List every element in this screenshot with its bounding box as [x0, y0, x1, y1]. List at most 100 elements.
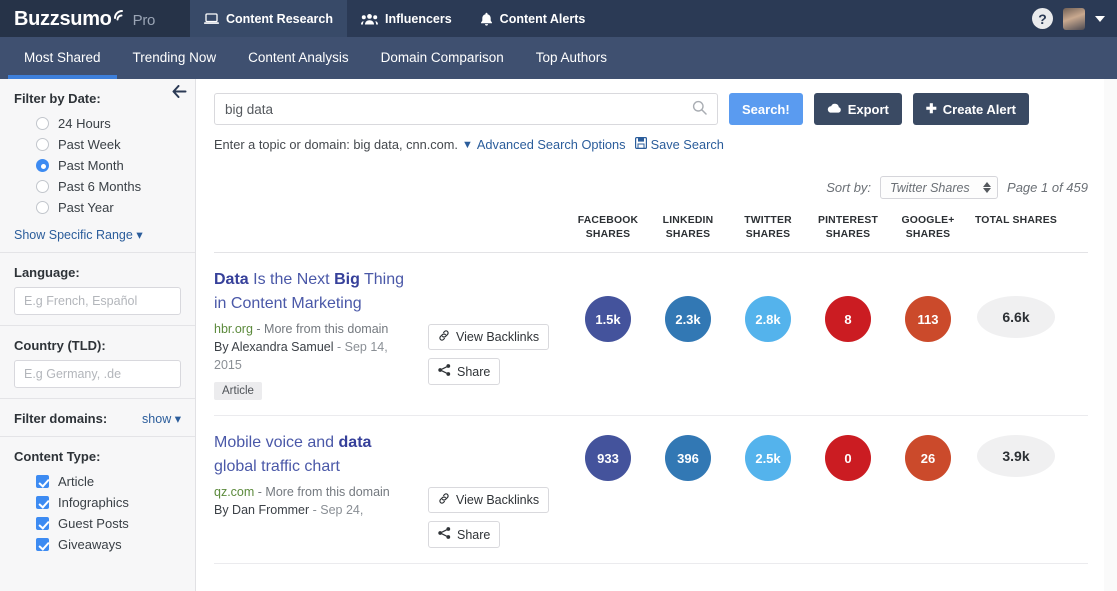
pinterest-shares-bubble[interactable]: 8 [825, 296, 871, 342]
column-header-line1: LINKEDIN [662, 215, 714, 226]
twitter-shares-bubble[interactable]: 2.5k [745, 435, 791, 481]
arrow-left-icon[interactable] [172, 85, 187, 101]
checkbox-giveaways[interactable]: Giveaways [14, 534, 181, 555]
top-bar: Buzzsumo Pro Content Research Influencers… [0, 0, 1117, 37]
radio-past-year[interactable]: Past Year [14, 197, 181, 218]
checkbox-article[interactable]: Article [14, 471, 181, 492]
save-search-link[interactable]: Save Search [650, 137, 724, 152]
chevron-down-icon: ▼ [462, 138, 473, 151]
table-header: FACEBOOK SHARES LINKEDIN SHARES TWITTER … [214, 214, 1088, 253]
scrollbar[interactable] [1104, 79, 1117, 591]
chevron-down-icon[interactable] [1095, 15, 1105, 22]
checkbox-infographics[interactable]: Infographics [14, 492, 181, 513]
column-header-pinterest-shares[interactable]: PINTEREST SHARES [808, 214, 888, 242]
share-button[interactable]: Share [428, 358, 501, 385]
result-title-part: Is the Next [248, 271, 335, 288]
share-button[interactable]: Share [428, 521, 501, 548]
search-button[interactable]: Search! [729, 93, 803, 125]
radio-past-month[interactable]: Past Month [14, 155, 181, 176]
tab-top-authors[interactable]: Top Authors [535, 50, 608, 65]
total-shares-bubble[interactable]: 6.6k [977, 296, 1055, 338]
result-info: Mobile voice and data global traffic cha… [214, 431, 428, 519]
tab-content-analysis[interactable]: Content Analysis [248, 50, 349, 65]
checkbox-icon-checked [36, 517, 49, 530]
result-domain: hbr.org - More from this domain [214, 320, 416, 338]
metric-cell-twitter: 2.8k [728, 296, 808, 342]
share-label: Share [457, 364, 491, 379]
avatar[interactable] [1063, 7, 1085, 30]
radio-past-week[interactable]: Past Week [14, 134, 181, 155]
twitter-shares-bubble[interactable]: 2.8k [745, 296, 791, 342]
googleplus-shares-bubble[interactable]: 113 [905, 296, 951, 342]
metric-cell-googleplus: 113 [888, 296, 968, 342]
result-title[interactable]: Mobile voice and data global traffic cha… [214, 431, 416, 479]
column-header-line1: TOTAL SHARES [974, 215, 1058, 226]
search-field[interactable] [214, 93, 718, 125]
brand-logo[interactable]: Buzzsumo Pro [0, 0, 190, 37]
domains-show-link[interactable]: show ▾ [142, 411, 181, 426]
domains-show-label: show [142, 412, 172, 426]
caret-down-icon: ▾ [136, 228, 143, 242]
domains-title: Filter domains: [14, 411, 108, 426]
tab-domain-comparison[interactable]: Domain Comparison [380, 50, 504, 65]
magnifier-icon[interactable] [692, 100, 707, 118]
nav-label-influencers: Influencers [384, 11, 452, 26]
domains-section: Filter domains: show ▾ [0, 398, 195, 436]
result-byline: By Alexandra Samuel - Sep 14, 2015 [214, 338, 416, 374]
checkbox-label: Infographics [58, 495, 129, 510]
advanced-search-options-link[interactable]: Advanced Search Options [476, 137, 626, 152]
brand-name: Buzzsumo Pro [14, 7, 155, 31]
nav-item-content-research[interactable]: Content Research [190, 0, 347, 37]
linkedin-shares-bubble[interactable]: 396 [665, 435, 711, 481]
metric-cell-googleplus: 26 [888, 435, 968, 481]
view-backlinks-label: View Backlinks [456, 493, 540, 507]
facebook-shares-bubble[interactable]: 1.5k [585, 296, 631, 342]
column-header-line2: SHARES [585, 229, 631, 240]
help-icon[interactable]: ? [1032, 8, 1053, 29]
sub-nav: Most Shared Trending Now Content Analysi… [0, 37, 1117, 79]
result-domain-name[interactable]: qz.com [214, 485, 255, 499]
linkedin-shares-bubble[interactable]: 2.3k [665, 296, 711, 342]
tab-trending-now[interactable]: Trending Now [132, 50, 217, 65]
create-alert-button[interactable]: ✚ Create Alert [912, 93, 1029, 125]
nav-item-influencers[interactable]: Influencers [347, 0, 466, 37]
column-header-total-shares[interactable]: TOTAL SHARES [968, 214, 1064, 242]
result-title[interactable]: Data Is the Next Big Thing in Content Ma… [214, 268, 416, 316]
column-header-twitter-shares[interactable]: TWITTER SHARES [728, 214, 808, 242]
checkbox-guest-posts[interactable]: Guest Posts [14, 513, 181, 534]
result-domain-name[interactable]: hbr.org [214, 322, 253, 336]
column-header-line1: TWITTER [744, 215, 792, 226]
view-backlinks-button[interactable]: View Backlinks [428, 487, 550, 513]
nav-item-content-alerts[interactable]: Content Alerts [466, 0, 600, 37]
view-backlinks-button[interactable]: View Backlinks [428, 324, 550, 350]
export-button[interactable]: Export [813, 93, 902, 125]
metric-cell-linkedin: 2.3k [648, 296, 728, 342]
facebook-shares-bubble[interactable]: 933 [585, 435, 631, 481]
radio-icon [36, 201, 49, 214]
tab-most-shared[interactable]: Most Shared [8, 37, 117, 79]
column-header-facebook-shares[interactable]: FACEBOOK SHARES [568, 214, 648, 242]
column-header-line1: GOOGLE+ [901, 215, 955, 226]
result-actions: View Backlinks Share [428, 431, 568, 548]
result-title-highlight: Data [214, 271, 249, 288]
result-domain-suffix[interactable]: - More from this domain [254, 485, 390, 499]
column-header-linkedin-shares[interactable]: LINKEDIN SHARES [648, 214, 728, 242]
total-shares-bubble[interactable]: 3.9k [977, 435, 1055, 477]
radio-24-hours[interactable]: 24 Hours [14, 113, 181, 134]
checkbox-icon-checked [36, 496, 49, 509]
language-title: Language: [14, 265, 80, 280]
column-header-line1: FACEBOOK [577, 215, 639, 226]
show-specific-range-link[interactable]: Show Specific Range ▾ [14, 227, 143, 242]
pinterest-shares-bubble[interactable]: 0 [825, 435, 871, 481]
search-input[interactable] [225, 101, 692, 117]
signal-arc-icon [112, 7, 128, 25]
result-domain-suffix[interactable]: - More from this domain [252, 322, 389, 336]
column-header-googleplus-shares[interactable]: GOOGLE+ SHARES [888, 214, 968, 242]
googleplus-shares-bubble[interactable]: 26 [905, 435, 951, 481]
results-panel: Search! Export ✚ Create Alert Enter a to… [196, 79, 1117, 591]
radio-past-6-months[interactable]: Past 6 Months [14, 176, 181, 197]
language-input[interactable] [14, 287, 181, 315]
country-input[interactable] [14, 360, 181, 388]
sort-select[interactable]: Twitter Shares [880, 176, 999, 199]
content-type-title: Content Type: [14, 449, 101, 464]
